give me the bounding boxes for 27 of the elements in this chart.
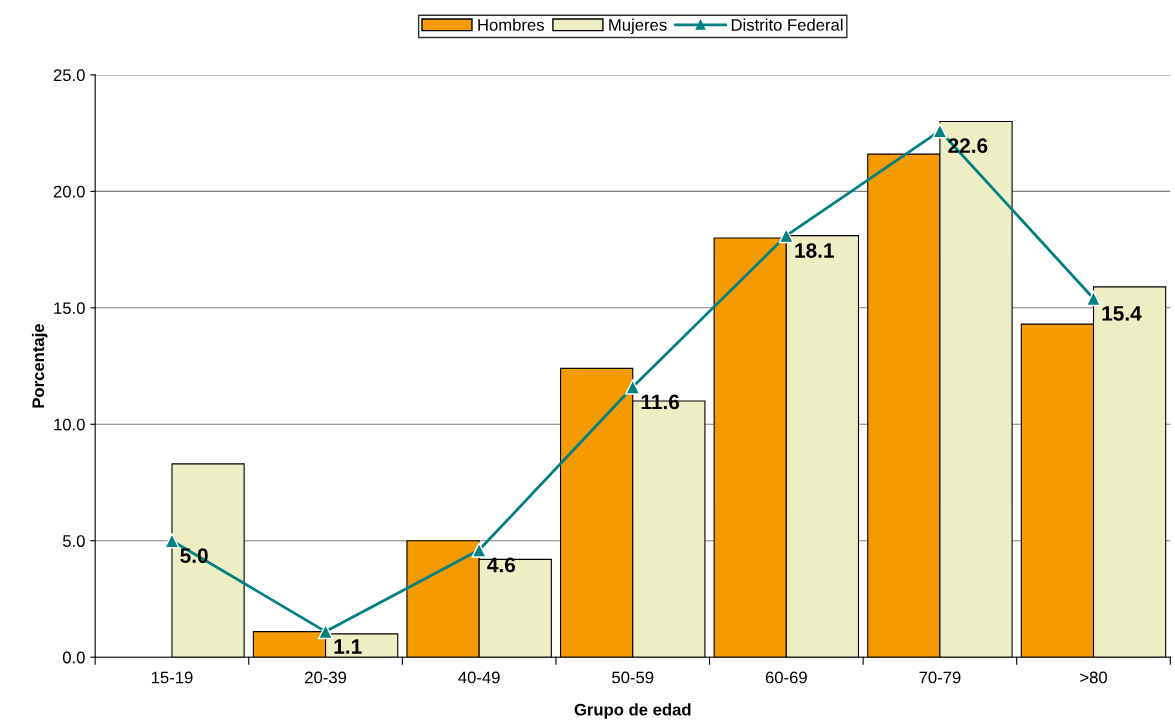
x-tick-label: 20-39	[305, 671, 347, 684]
point	[625, 379, 641, 395]
legend-label: Hombres	[478, 18, 544, 31]
point	[1085, 290, 1102, 307]
x-tick-label: 15-19	[151, 671, 193, 684]
data-label: 15.4	[1102, 306, 1142, 321]
legend-label: Mujeres	[609, 18, 667, 35]
data-label: 1.1	[334, 639, 362, 654]
y-tick-label: 20.0	[53, 185, 85, 198]
legend-label: Distrito Federal	[731, 18, 843, 31]
x-tick-label: 60-69	[765, 671, 807, 684]
y-tick-label: 0.0	[62, 651, 85, 664]
point	[164, 533, 180, 549]
x-axis-title: Grupo de edad	[574, 703, 691, 719]
point	[471, 542, 487, 558]
y-tick-label: 5.0	[62, 535, 85, 547]
data-label: 18.1	[795, 243, 834, 258]
x-tick-label: 40-49	[458, 671, 500, 684]
y-tick-label: 15.0	[54, 302, 85, 315]
x-tick-label: >80	[1080, 671, 1107, 684]
data-label: 11.6	[641, 394, 680, 410]
y-tick-label: 10.0	[54, 418, 85, 431]
x-tick-label: 50-59	[612, 671, 654, 684]
y-tick-label: 25.0	[53, 69, 85, 82]
y-axis-title: Porcentaje	[31, 324, 48, 408]
x-tick-label: 70-79	[919, 671, 961, 684]
point	[932, 123, 948, 139]
